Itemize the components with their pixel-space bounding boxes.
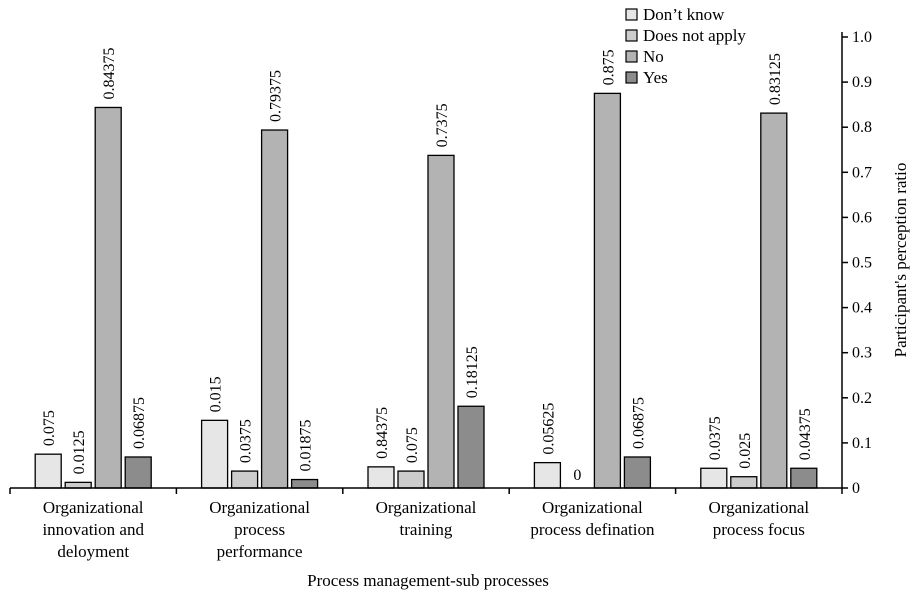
legend-swatch bbox=[625, 50, 638, 63]
data-label: 0.84375 bbox=[101, 47, 118, 99]
category-label: performance bbox=[217, 542, 303, 561]
legend-swatch bbox=[625, 29, 638, 42]
data-label: 0 bbox=[573, 467, 581, 484]
bar bbox=[760, 112, 788, 489]
y-axis: 0 0.1 0.2 0.3 0.4 0.5 0.6 0.7 0.8 0.9 1.0 bbox=[841, 29, 872, 497]
category-label: Organizational bbox=[43, 498, 144, 517]
category-label: Organizational bbox=[708, 498, 809, 517]
bar bbox=[427, 154, 455, 489]
category-label: training bbox=[400, 520, 453, 539]
data-label: 0.05625 bbox=[540, 403, 557, 455]
y-tick-label: 0.2 bbox=[852, 390, 872, 407]
y-tick-label: 0.6 bbox=[852, 209, 872, 226]
bar bbox=[790, 467, 818, 489]
data-label: 0.04375 bbox=[797, 408, 814, 460]
y-tick-label: 0.1 bbox=[852, 435, 872, 452]
bar bbox=[367, 466, 395, 489]
data-label: 0.18125 bbox=[464, 346, 481, 398]
y-tick-label: 0.8 bbox=[852, 119, 872, 136]
y-tick-label: 0 bbox=[852, 480, 860, 497]
bar bbox=[623, 456, 652, 489]
data-label: 0.0375 bbox=[707, 416, 724, 460]
bar bbox=[94, 106, 122, 489]
y-axis-title: Participant's perception ratio bbox=[891, 163, 910, 358]
data-label: 0.84375 bbox=[374, 407, 391, 459]
y-tick-label: 0.3 bbox=[852, 345, 872, 362]
data-labels-group: 0.075 0.0125 0.84375 0.06875 0.015 0.0375 0.79… bbox=[41, 47, 814, 484]
data-label: 0.075 bbox=[41, 410, 58, 446]
data-label: 0.875 bbox=[600, 49, 617, 85]
legend: Don’t know Does not apply No Yes bbox=[625, 5, 746, 87]
y-tick-label: 0.4 bbox=[852, 300, 872, 317]
bar bbox=[260, 129, 289, 489]
bar bbox=[593, 92, 622, 489]
legend-swatch bbox=[625, 8, 638, 21]
bar bbox=[533, 461, 562, 489]
legend-label: No bbox=[643, 47, 664, 66]
category-label: process bbox=[234, 520, 285, 539]
data-label: 0.0125 bbox=[71, 430, 88, 474]
data-label: 0.79375 bbox=[268, 70, 285, 122]
x-axis: Organizational innovation and deloyment Org… bbox=[9, 487, 843, 561]
bar bbox=[457, 405, 485, 489]
y-tick-label: 0.9 bbox=[852, 74, 872, 91]
bar bbox=[290, 478, 319, 489]
x-axis-title: Process management-sub processes bbox=[307, 571, 549, 590]
data-label: 0.075 bbox=[404, 427, 421, 463]
data-label: 0.7375 bbox=[434, 103, 451, 147]
category-label: innovation and bbox=[42, 520, 144, 539]
y-tick-label: 0.7 bbox=[852, 164, 872, 181]
bar bbox=[124, 456, 152, 489]
category-label: Organizational bbox=[542, 498, 643, 517]
data-label: 0.0375 bbox=[238, 419, 255, 463]
legend-label: Don’t know bbox=[643, 5, 725, 24]
legend-label: Yes bbox=[643, 68, 668, 87]
bar bbox=[34, 453, 62, 489]
y-tick-label: 1.0 bbox=[852, 29, 872, 46]
data-label: 0.01875 bbox=[298, 420, 315, 472]
bar bbox=[200, 419, 229, 489]
bar bbox=[64, 481, 92, 489]
bar bbox=[730, 476, 758, 489]
legend-swatch bbox=[625, 71, 638, 84]
data-label: 0.06875 bbox=[630, 397, 647, 449]
category-label: Organizational bbox=[209, 498, 310, 517]
legend-label: Does not apply bbox=[643, 26, 746, 45]
data-label: 0.025 bbox=[737, 433, 754, 469]
bars-group bbox=[34, 92, 818, 489]
bar bbox=[230, 470, 259, 489]
y-tick-label: 0.5 bbox=[852, 255, 872, 272]
bar bbox=[397, 470, 425, 489]
data-label: 0.83125 bbox=[767, 53, 784, 105]
category-label: Organizational bbox=[376, 498, 477, 517]
data-label: 0.015 bbox=[208, 376, 225, 412]
data-label: 0.06875 bbox=[131, 397, 148, 449]
category-label: deloyment bbox=[57, 542, 129, 561]
category-label: process focus bbox=[713, 520, 805, 539]
category-label: process defination bbox=[530, 520, 655, 539]
bar bbox=[700, 467, 728, 489]
